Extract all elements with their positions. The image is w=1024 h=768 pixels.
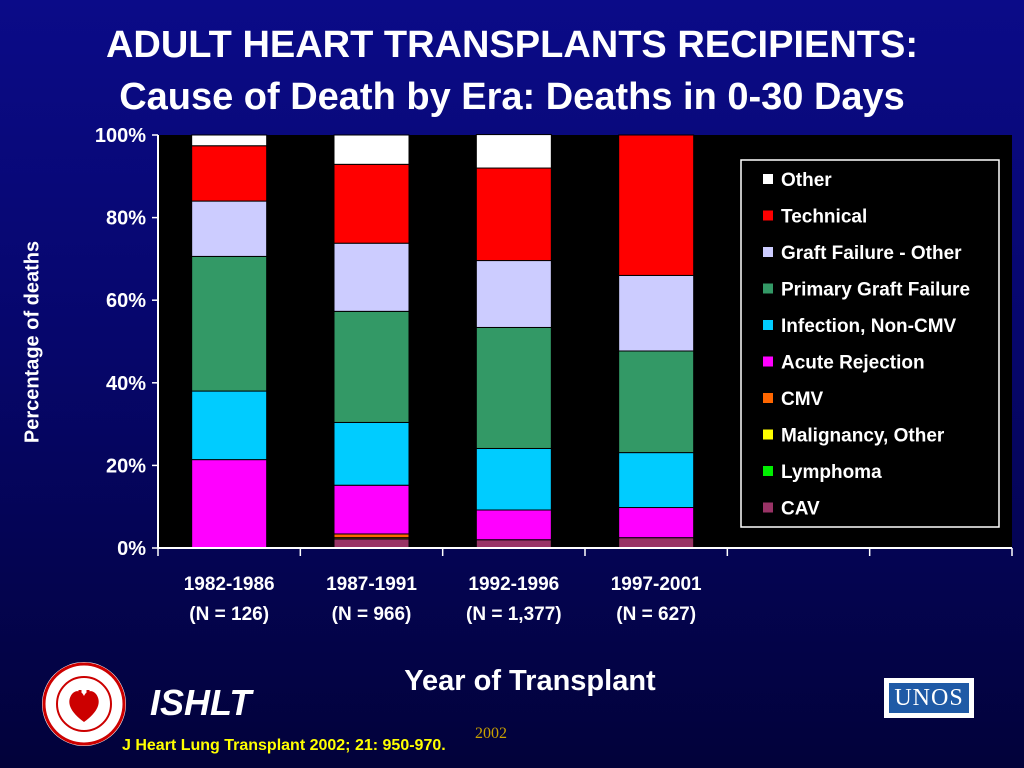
x-tick-label: 1992-1996: [468, 574, 559, 595]
bar-segment: [475, 260, 552, 328]
y-tick-label: 100%: [95, 125, 146, 147]
bar-segment: [475, 326, 552, 449]
legend-label: Malignancy, Other: [781, 426, 945, 447]
bar-segment: [618, 452, 695, 509]
legend-swatch: [763, 356, 773, 367]
citation: J Heart Lung Transplant 2002; 21: 950-97…: [122, 737, 446, 754]
x-tick-sublabel: (N = 966): [332, 604, 412, 625]
bar-segment: [618, 507, 695, 539]
legend-swatch: [763, 502, 773, 513]
year-overlay: 2002: [475, 725, 507, 742]
legend-swatch: [763, 393, 773, 403]
legend-label: Lymphoma: [781, 462, 882, 483]
bar-segment: [333, 242, 410, 312]
bar-segment: [618, 134, 695, 276]
legend-box: [740, 159, 1000, 528]
bar-segment: [191, 200, 268, 257]
legend-label: CMV: [781, 389, 824, 410]
legend-label: Graft Failure - Other: [781, 243, 962, 264]
legend: Other Technical Graft Failure - Other Prima…: [740, 159, 1000, 528]
bar-segment: [618, 350, 695, 454]
bar-segment: [475, 167, 552, 262]
unos-logo: UNOS: [884, 678, 974, 718]
bar-segment: [475, 539, 552, 549]
bar-segment: [191, 134, 268, 147]
bar-segment: [333, 533, 410, 539]
y-tick-label: 20%: [106, 455, 146, 477]
x-tick-label: 1982-1986: [184, 574, 275, 595]
y-tick-label: 0%: [117, 538, 146, 560]
legend-label: Other: [781, 170, 832, 191]
y-tick-label: 80%: [106, 208, 146, 230]
bar-segment: [475, 447, 552, 511]
bar-segment: [333, 538, 410, 549]
legend-label: Technical: [781, 207, 867, 228]
legend-swatch: [763, 247, 773, 257]
bar-segment: [333, 484, 410, 535]
bar-segment: [618, 274, 695, 352]
bar-segment: [191, 390, 268, 461]
bar-segment: [475, 134, 552, 169]
bar-segment: [618, 537, 695, 549]
legend-swatch: [763, 283, 773, 294]
ishlt-logo: [42, 662, 126, 746]
y-tick-label: 60%: [106, 290, 146, 312]
legend-swatch: [763, 466, 773, 476]
chart-title-line1: ADULT HEART TRANSPLANTS RECIPIENTS:: [105, 24, 919, 66]
y-axis-label: Percentage of deaths: [21, 240, 44, 444]
legend-label: CAV: [781, 499, 820, 520]
bar-segment: [191, 145, 268, 202]
chart-title-line2: Cause of Death by Era: Deaths in 0-30 Da…: [119, 76, 905, 118]
legend-swatch: [763, 429, 773, 440]
bar-segment: [333, 310, 410, 423]
legend-swatch: [763, 174, 773, 184]
x-axis-label: Year of Transplant: [404, 665, 656, 697]
bar-segment: [191, 255, 268, 392]
legend-swatch: [763, 320, 773, 330]
legend-label: Infection, Non-CMV: [781, 316, 957, 337]
x-tick-sublabel: (N = 126): [189, 604, 269, 625]
bar-segment: [333, 163, 410, 244]
x-tick-sublabel: (N = 1,377): [466, 604, 562, 625]
bar-segment: [333, 421, 410, 486]
x-tick-sublabel: (N = 627): [616, 604, 696, 625]
legend-label: Acute Rejection: [781, 353, 925, 374]
legend-label: Primary Graft Failure: [781, 280, 970, 301]
ishlt-brand: ISHLT: [150, 682, 252, 723]
bar-segment: [191, 459, 268, 549]
x-tick-label: 1997-2001: [611, 574, 702, 595]
bar-segment: [333, 134, 410, 165]
unos-logo-text: UNOS: [889, 683, 969, 713]
y-tick-label: 40%: [106, 373, 146, 395]
x-tick-label: 1987-1991: [326, 574, 417, 595]
legend-swatch: [763, 210, 773, 221]
bar-segment: [475, 509, 552, 541]
